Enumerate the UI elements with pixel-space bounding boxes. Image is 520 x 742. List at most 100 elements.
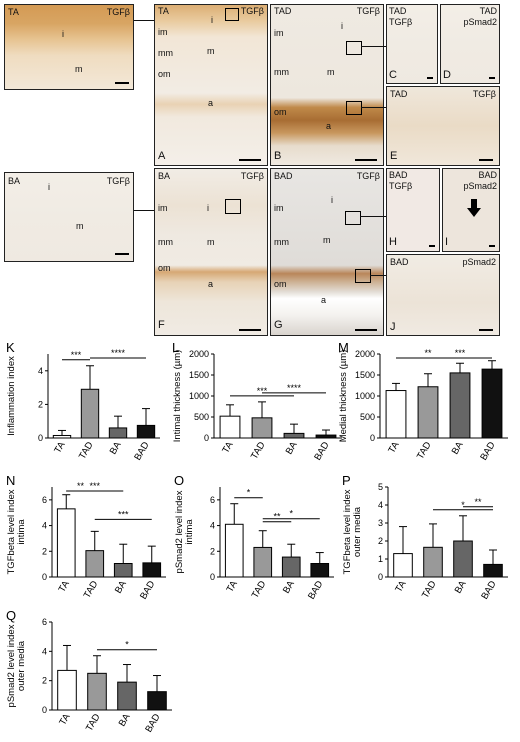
panel-g-letter: G <box>274 319 283 331</box>
significance-label: ** <box>474 497 482 507</box>
arrow-down-icon <box>467 199 481 217</box>
bar-tad <box>87 672 107 711</box>
panel-g-mm: mm <box>274 237 289 247</box>
bar-tad <box>253 546 273 578</box>
zoom-box <box>345 211 361 225</box>
panel-letter-l: L <box>172 340 179 355</box>
y-tick-label: 6 <box>42 495 47 505</box>
x-tick-label: TAD <box>420 579 439 600</box>
bar-tad <box>417 386 439 439</box>
bar-tad <box>85 550 105 578</box>
significance-label: ** <box>424 348 432 358</box>
panel-h-tissue: BAD <box>389 170 408 180</box>
significance-label: *** <box>89 481 100 491</box>
x-tick-label: BA <box>450 439 466 456</box>
scale-bar <box>355 159 377 161</box>
panel-h-stain: TGFβ <box>389 181 413 191</box>
scale-bar <box>429 245 435 247</box>
panel-h-image: BAD TGFβ H <box>386 168 440 252</box>
scale-bar <box>355 329 377 331</box>
x-tick-label: BA <box>281 578 297 595</box>
y-tick-label: 4 <box>38 366 43 376</box>
panel-e-letter: E <box>390 150 398 162</box>
significance-label: **** <box>111 348 126 358</box>
panel-b-intima: i <box>341 21 343 31</box>
panel-h-letter: H <box>389 236 397 248</box>
panel-b-om: om <box>274 107 287 117</box>
x-tick-label: TA <box>52 439 68 455</box>
panel-e-tissue: TAD <box>390 89 408 99</box>
x-tick-label: TA <box>57 578 73 594</box>
x-tick-label: BA <box>113 578 129 595</box>
x-tick-label: TA <box>225 578 241 594</box>
y-tick-label: 0 <box>204 433 209 443</box>
panel-g-tissue: BAD <box>274 171 293 181</box>
zoom-box <box>225 8 239 21</box>
inset-ba-image: BA TGFβ i m <box>4 172 134 262</box>
inset-ta-media: m <box>75 64 83 74</box>
x-tick-label: TAD <box>249 440 268 461</box>
significance-label: * <box>289 509 293 519</box>
significance-label: * <box>125 640 129 650</box>
x-tick-label: TAD <box>250 579 269 600</box>
panel-g-a: a <box>321 295 327 305</box>
inset-ba-media: m <box>76 221 84 231</box>
y-tick-label: 1000 <box>355 391 375 401</box>
y-tick-label: 3 <box>378 518 383 528</box>
panel-f-tissue: BA <box>158 171 171 181</box>
y-tick-label: 2000 <box>189 349 209 359</box>
panel-b-stain: TGFβ <box>356 6 380 16</box>
panel-a-letter: A <box>158 150 166 162</box>
zoom-box <box>355 269 371 283</box>
zoom-box <box>346 41 362 55</box>
inset-ta-image: TA TGFβ i m <box>4 4 134 90</box>
panel-c-image: TAD TGFβ C <box>386 4 438 84</box>
panel-d-letter: D <box>443 69 451 81</box>
x-tick-label: BAD <box>143 712 162 735</box>
bar-ta <box>52 434 72 439</box>
panel-a-a: a <box>208 98 214 108</box>
panel-j-tissue: BAD <box>390 257 409 267</box>
bar-ba <box>283 432 305 439</box>
panel-c-letter: C <box>389 69 397 81</box>
x-tick-label: BA <box>108 439 124 456</box>
y-tick-label: 1500 <box>355 370 375 380</box>
significance-label: * <box>461 500 465 510</box>
y-tick-label: 2 <box>378 536 383 546</box>
scale-bar <box>239 159 261 161</box>
y-axis-label: pSmad2 level index <box>174 490 185 573</box>
x-tick-label: BAD <box>138 579 157 602</box>
y-tick-label: 1500 <box>189 370 209 380</box>
connector-line <box>134 20 154 21</box>
panel-a-om: om <box>158 69 171 79</box>
bar-ba <box>108 427 128 439</box>
y-axis-label: intima <box>16 519 27 545</box>
x-tick-label: TAD <box>415 440 434 461</box>
scale-bar <box>115 253 129 255</box>
inset-ba-intima: i <box>48 182 50 192</box>
panel-j-letter: J <box>390 321 396 333</box>
panel-b-a: a <box>326 121 332 131</box>
y-axis-label: intima <box>184 519 195 545</box>
y-tick-label: 6 <box>42 617 47 627</box>
panel-letter-q: Q <box>6 608 16 623</box>
panel-b-im: im <box>274 28 284 38</box>
bar-bad <box>481 368 503 439</box>
y-tick-label: 0 <box>42 572 47 582</box>
panel-f-om: om <box>158 263 171 273</box>
connector-line <box>370 275 386 276</box>
bar-ta <box>224 523 244 578</box>
inset-ta-tissue: TA <box>8 7 19 17</box>
bar-bad <box>483 563 503 578</box>
panel-i-tissue: BAD <box>478 170 497 180</box>
bar-tad <box>80 388 100 439</box>
panel-letter-n: N <box>6 473 15 488</box>
panel-c-stain: TGFβ <box>389 17 413 27</box>
significance-label: ** <box>273 512 281 522</box>
y-tick-label: 4 <box>42 521 47 531</box>
y-tick-label: 2000 <box>355 349 375 359</box>
x-tick-label: TAD <box>82 579 101 600</box>
y-tick-label: 0 <box>42 705 47 715</box>
panel-a-m: m <box>207 46 215 56</box>
panel-a-stain: TGFβ <box>240 6 264 16</box>
